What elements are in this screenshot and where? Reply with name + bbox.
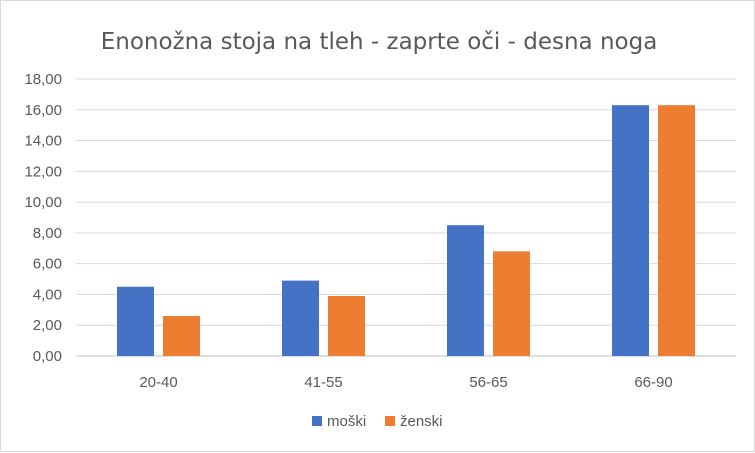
y-tick-label: 16,00 <box>24 102 62 119</box>
legend-swatch <box>385 416 395 426</box>
y-tick-label: 14,00 <box>24 133 62 150</box>
bar-series1-66-90 <box>612 105 649 357</box>
y-tick-label: 8,00 <box>33 225 62 242</box>
y-axis-ticks: 0,00 2,00 4,00 6,00 8,00 10,00 12,00 14,00 16,00… <box>24 71 62 365</box>
y-tick-label: 12,00 <box>24 163 62 180</box>
x-tick-label: 41-55 <box>304 374 342 391</box>
x-tick-label: 66-90 <box>634 374 672 391</box>
legend-swatch <box>312 416 322 426</box>
x-axis-ticks: 20-40 41-55 56-65 66-90 <box>139 374 672 391</box>
legend: moški ženski <box>312 413 443 430</box>
y-tick-label: 6,00 <box>33 256 62 273</box>
bars <box>117 105 695 357</box>
chart-title: Enonožna stoja na tleh - zaprte oči - de… <box>101 29 658 55</box>
bar-series2-41-55 <box>328 295 365 356</box>
bar-series1-41-55 <box>282 280 319 356</box>
legend-label: ženski <box>400 413 443 430</box>
bar-series2-20-40 <box>163 315 200 356</box>
x-tick-label: 20-40 <box>139 374 177 391</box>
y-tick-label: 0,00 <box>33 348 62 365</box>
bar-series2-66-90 <box>658 105 695 357</box>
x-tick-label: 56-65 <box>469 374 507 391</box>
y-tick-label: 18,00 <box>24 71 62 88</box>
bar-series2-56-65 <box>493 251 530 356</box>
legend-label: moški <box>327 413 366 430</box>
y-tick-label: 10,00 <box>24 194 62 211</box>
y-tick-label: 2,00 <box>33 317 62 334</box>
y-tick-label: 4,00 <box>33 286 62 303</box>
bar-series1-20-40 <box>117 286 154 356</box>
bar-series1-56-65 <box>447 225 484 356</box>
